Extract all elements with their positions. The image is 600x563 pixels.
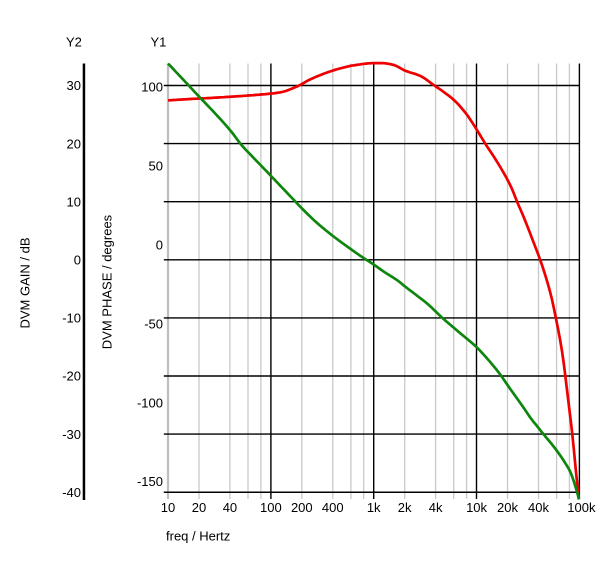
svg-text:2k: 2k: [398, 500, 412, 515]
svg-text:freq / Hertz: freq / Hertz: [166, 529, 230, 544]
svg-text:-30: -30: [62, 427, 81, 442]
svg-text:0: 0: [156, 238, 163, 253]
svg-text:DVM PHASE / degrees: DVM PHASE / degrees: [100, 214, 115, 349]
svg-text:Y2: Y2: [66, 34, 82, 49]
svg-text:1k: 1k: [367, 500, 381, 515]
svg-text:100: 100: [260, 500, 282, 515]
svg-text:-100: -100: [137, 395, 163, 410]
svg-text:40: 40: [223, 500, 237, 515]
svg-text:0: 0: [74, 253, 81, 268]
svg-text:Y1: Y1: [151, 34, 167, 49]
svg-text:4k: 4k: [429, 500, 443, 515]
svg-text:20: 20: [192, 500, 206, 515]
svg-text:10: 10: [67, 194, 81, 209]
svg-text:40k: 40k: [528, 500, 549, 515]
svg-text:50: 50: [149, 159, 163, 174]
svg-text:-10: -10: [62, 311, 81, 326]
svg-text:-20: -20: [62, 369, 81, 384]
svg-text:100: 100: [141, 80, 163, 95]
svg-text:10k: 10k: [466, 500, 487, 515]
svg-text:-50: -50: [144, 316, 163, 331]
svg-text:10: 10: [161, 500, 175, 515]
svg-text:20k: 20k: [497, 500, 518, 515]
svg-text:20: 20: [67, 136, 81, 151]
svg-text:400: 400: [322, 500, 344, 515]
svg-text:200: 200: [291, 500, 313, 515]
svg-text:-150: -150: [137, 474, 163, 489]
svg-text:-40: -40: [62, 485, 81, 500]
svg-text:DVM GAIN / dB: DVM GAIN / dB: [18, 237, 33, 328]
svg-text:30: 30: [67, 78, 81, 93]
svg-text:100k: 100k: [567, 500, 596, 515]
